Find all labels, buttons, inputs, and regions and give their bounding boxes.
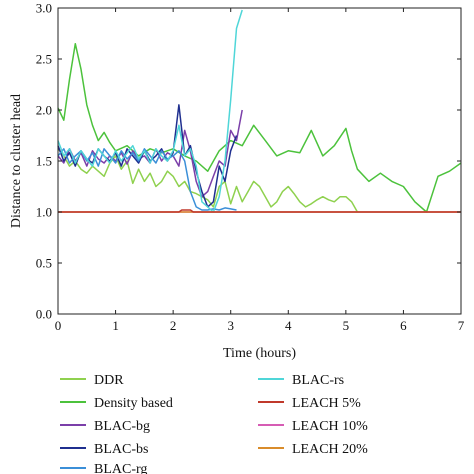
series-line-density-based (57, 42, 462, 213)
x-tick-label: 0 (55, 318, 62, 333)
series-line-blac-bg (57, 109, 243, 198)
legend-label-blac-bs: BLAC-bs (94, 442, 148, 457)
legend-label-leach-10: LEACH 10% (292, 419, 368, 434)
y-tick-label: 2.5 (36, 52, 52, 67)
legend-label-leach-20: LEACH 20% (292, 442, 368, 457)
x-tick-label: 4 (285, 318, 292, 333)
legend: DDR Density based BLAC-bg BLAC-bs BLAC-rg BLA… (60, 373, 368, 474)
y-tick-label: 1.0 (36, 205, 52, 220)
x-tick-label: 1 (112, 318, 119, 333)
legend-label-blac-bg: BLAC-bg (94, 419, 150, 434)
y-tick-label: 0.0 (36, 307, 52, 322)
legend-label-leach-5: LEACH 5% (292, 396, 361, 411)
series-line-leach-5 (58, 209, 461, 213)
x-tick-label: 3 (227, 318, 234, 333)
x-axis-label: Time (hours) (223, 346, 296, 361)
legend-label-density-based: Density based (94, 396, 173, 411)
x-tick-label: 7 (458, 318, 465, 333)
plot-lines (57, 9, 462, 213)
y-tick-label: 3.0 (36, 1, 52, 16)
legend-label-blac-rg: BLAC-rg (94, 462, 147, 474)
y-tick-label: 0.5 (36, 256, 52, 271)
x-tick-label: 2 (170, 318, 177, 333)
x-tick-label: 6 (400, 318, 407, 333)
axis-ticks: 0 1 2 3 4 5 6 7 0.0 0.5 1.0 1.5 2.0 2.5 3.0 (36, 1, 465, 334)
y-tick-label: 1.5 (36, 154, 52, 169)
series-line-ddr (57, 148, 359, 213)
y-axis-label: Distance to cluster head (9, 94, 24, 228)
series-line-blac-rs (57, 9, 243, 213)
legend-label-blac-rs: BLAC-rs (292, 373, 344, 388)
y-tick-label: 2.0 (36, 103, 52, 118)
legend-label-ddr: DDR (94, 373, 124, 388)
x-tick-label: 5 (343, 318, 350, 333)
